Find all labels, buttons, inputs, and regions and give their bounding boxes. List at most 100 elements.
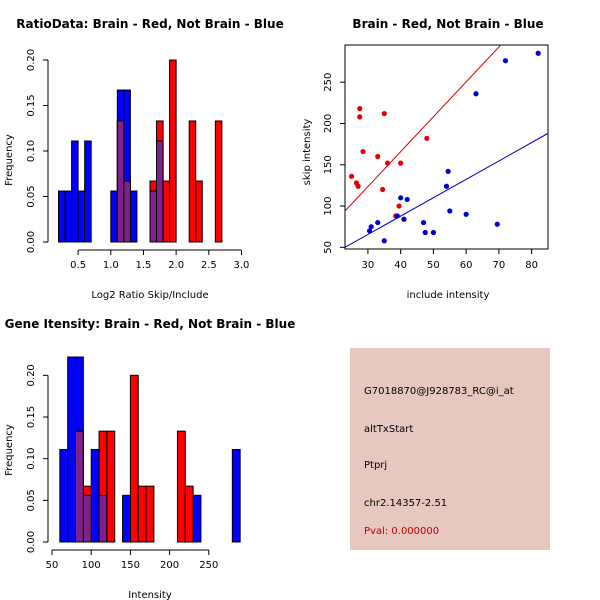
intensity-red-bar xyxy=(176,430,186,543)
brain-point xyxy=(384,160,391,166)
probe-info-panel: G7018870@J928783_RC@i_at altTxStart Ptpr… xyxy=(350,348,550,550)
ratio-blue-bar xyxy=(129,190,138,243)
scatter-y-tick-label: 250 xyxy=(323,73,334,92)
intensity-histogram-axes: 50 100 150 200 250 0.00 0.05 0.10 0.15 0.20 xyxy=(26,364,218,571)
intensity-x-tick-label: 100 xyxy=(82,560,101,571)
not-brain-point xyxy=(430,229,437,236)
gene-name: Ptprj xyxy=(364,460,388,471)
brain-fit-line xyxy=(345,45,502,212)
intensity-x-tick-label: 50 xyxy=(46,560,59,571)
ratio-overlap-bar xyxy=(123,180,131,243)
intensity-x-tick-label: 250 xyxy=(199,560,218,571)
ratio-histogram-axes: 0.5 1.0 1.5 2.0 2.5 3.0 0.00 0.05 0.10 0.15 0.20 xyxy=(26,49,249,271)
scatter-y-tick-label: 150 xyxy=(323,155,334,174)
not-brain-point xyxy=(398,195,404,201)
intensity-blue-bar xyxy=(231,449,241,543)
intensity-scatter: Brain - Red, Not Brain - Blue include in… xyxy=(302,17,549,301)
intensity-y-tick-label: 0.15 xyxy=(26,406,37,428)
not-brain-point xyxy=(420,219,427,226)
scatter-xlabel: include intensity xyxy=(407,290,490,301)
not-brain-point xyxy=(535,50,541,56)
scatter-y-tick-label: 100 xyxy=(323,197,334,216)
intensity-blue-bar xyxy=(192,494,202,543)
intensity-histogram-xlabel: Intensity xyxy=(128,590,172,600)
genomic-location: chr2.14357-2.51 xyxy=(364,498,448,509)
intensity-blue-bar xyxy=(122,494,131,543)
ratio-red-bar xyxy=(162,180,171,243)
not-brain-point xyxy=(494,221,500,227)
scatter-y-tick-label: 50 xyxy=(323,241,334,254)
scatter-axes: 30 40 50 60 70 80 50 100 150 200 250 xyxy=(323,73,538,271)
not-brain-point xyxy=(422,229,428,236)
intensity-y-tick-label: 0.00 xyxy=(26,531,37,553)
not-brain-point xyxy=(463,211,469,217)
brain-point xyxy=(398,160,404,166)
scatter-x-tick-label: 40 xyxy=(394,260,407,271)
not-brain-point xyxy=(443,183,450,189)
not-brain-point xyxy=(375,219,381,226)
ratio-y-tick-label: 0.05 xyxy=(26,185,37,207)
not-brain-point xyxy=(447,208,453,214)
ratio-blue-bar xyxy=(84,140,92,243)
scatter-fit-lines xyxy=(345,45,548,248)
not-brain-point xyxy=(502,58,509,64)
ratio-histogram: RatioData: Brain - Red, Not Brain - Blue… xyxy=(4,17,284,301)
intensity-red-bar xyxy=(145,485,155,543)
ratio-x-tick-label: 2.0 xyxy=(168,260,184,271)
brain-point xyxy=(348,173,355,179)
not-brain-point xyxy=(368,224,374,230)
scatter-x-tick-label: 60 xyxy=(460,260,473,271)
ratio-blue-bar xyxy=(71,140,79,243)
ratio-red-bar xyxy=(188,120,197,243)
ratio-x-tick-label: 0.5 xyxy=(70,260,86,271)
scatter-y-tick-label: 200 xyxy=(323,114,334,133)
ratio-x-tick-label: 3.0 xyxy=(234,260,250,271)
scatter-plot-box xyxy=(344,44,549,250)
scatter-x-tick-label: 80 xyxy=(525,260,538,271)
intensity-overlap-bar xyxy=(98,494,108,543)
scatter-title: Brain - Red, Not Brain - Blue xyxy=(352,17,543,31)
ratio-x-tick-label: 1.0 xyxy=(103,260,119,271)
ratio-histogram-xlabel: Log2 Ratio Skip/Include xyxy=(91,290,208,301)
ratio-y-tick-label: 0.00 xyxy=(26,231,37,253)
intensity-red-bar xyxy=(184,485,194,543)
brain-point xyxy=(396,203,402,209)
probe-id: G7018870@J928783_RC@i_at xyxy=(364,386,514,397)
intensity-red-bar xyxy=(106,430,116,543)
event-type: altTxStart xyxy=(364,424,414,435)
ratio-histogram-title: RatioData: Brain - Red, Not Brain - Blue xyxy=(16,17,283,31)
ratio-overlap-bar xyxy=(149,190,158,243)
not-brain-point xyxy=(394,213,400,219)
intensity-red-bar xyxy=(137,485,147,543)
intensity-y-tick-label: 0.20 xyxy=(26,364,37,386)
intensity-overlap-bar xyxy=(82,494,92,543)
intensity-histogram-ylabel: Frequency xyxy=(4,424,15,476)
scatter-ylabel: skip intensity xyxy=(302,119,313,186)
ratio-blue-bar xyxy=(58,190,66,243)
ratio-x-tick-label: 1.5 xyxy=(136,260,152,271)
intensity-y-tick-label: 0.05 xyxy=(26,489,37,511)
ratio-y-tick-label: 0.20 xyxy=(26,49,37,71)
not-brain-point xyxy=(381,238,387,244)
intensity-y-tick-label: 0.10 xyxy=(26,448,37,470)
brain-point xyxy=(380,186,386,193)
ratio-histogram-bars xyxy=(58,59,223,243)
brain-point xyxy=(357,114,363,120)
not-brain-point xyxy=(404,196,410,203)
not-brain-point xyxy=(366,228,373,234)
ratio-y-tick-label: 0.15 xyxy=(26,94,37,116)
not-brain-fit-line xyxy=(345,132,548,248)
ratio-red-bar xyxy=(195,180,203,243)
intensity-blue-bar xyxy=(59,449,69,543)
ratio-red-bar xyxy=(169,59,177,243)
intensity-histogram: Gene Itensity: Brain - Red, Not Brain - … xyxy=(4,317,295,600)
ratio-overlap-bar xyxy=(156,140,164,243)
intensity-x-tick-label: 200 xyxy=(160,560,179,571)
not-brain-point xyxy=(401,216,407,222)
not-brain-point xyxy=(445,168,451,174)
ratio-overlap-bar xyxy=(116,120,125,243)
scatter-x-tick-label: 70 xyxy=(493,260,506,271)
ratio-y-tick-label: 0.10 xyxy=(26,140,37,162)
scatter-points xyxy=(348,50,541,244)
